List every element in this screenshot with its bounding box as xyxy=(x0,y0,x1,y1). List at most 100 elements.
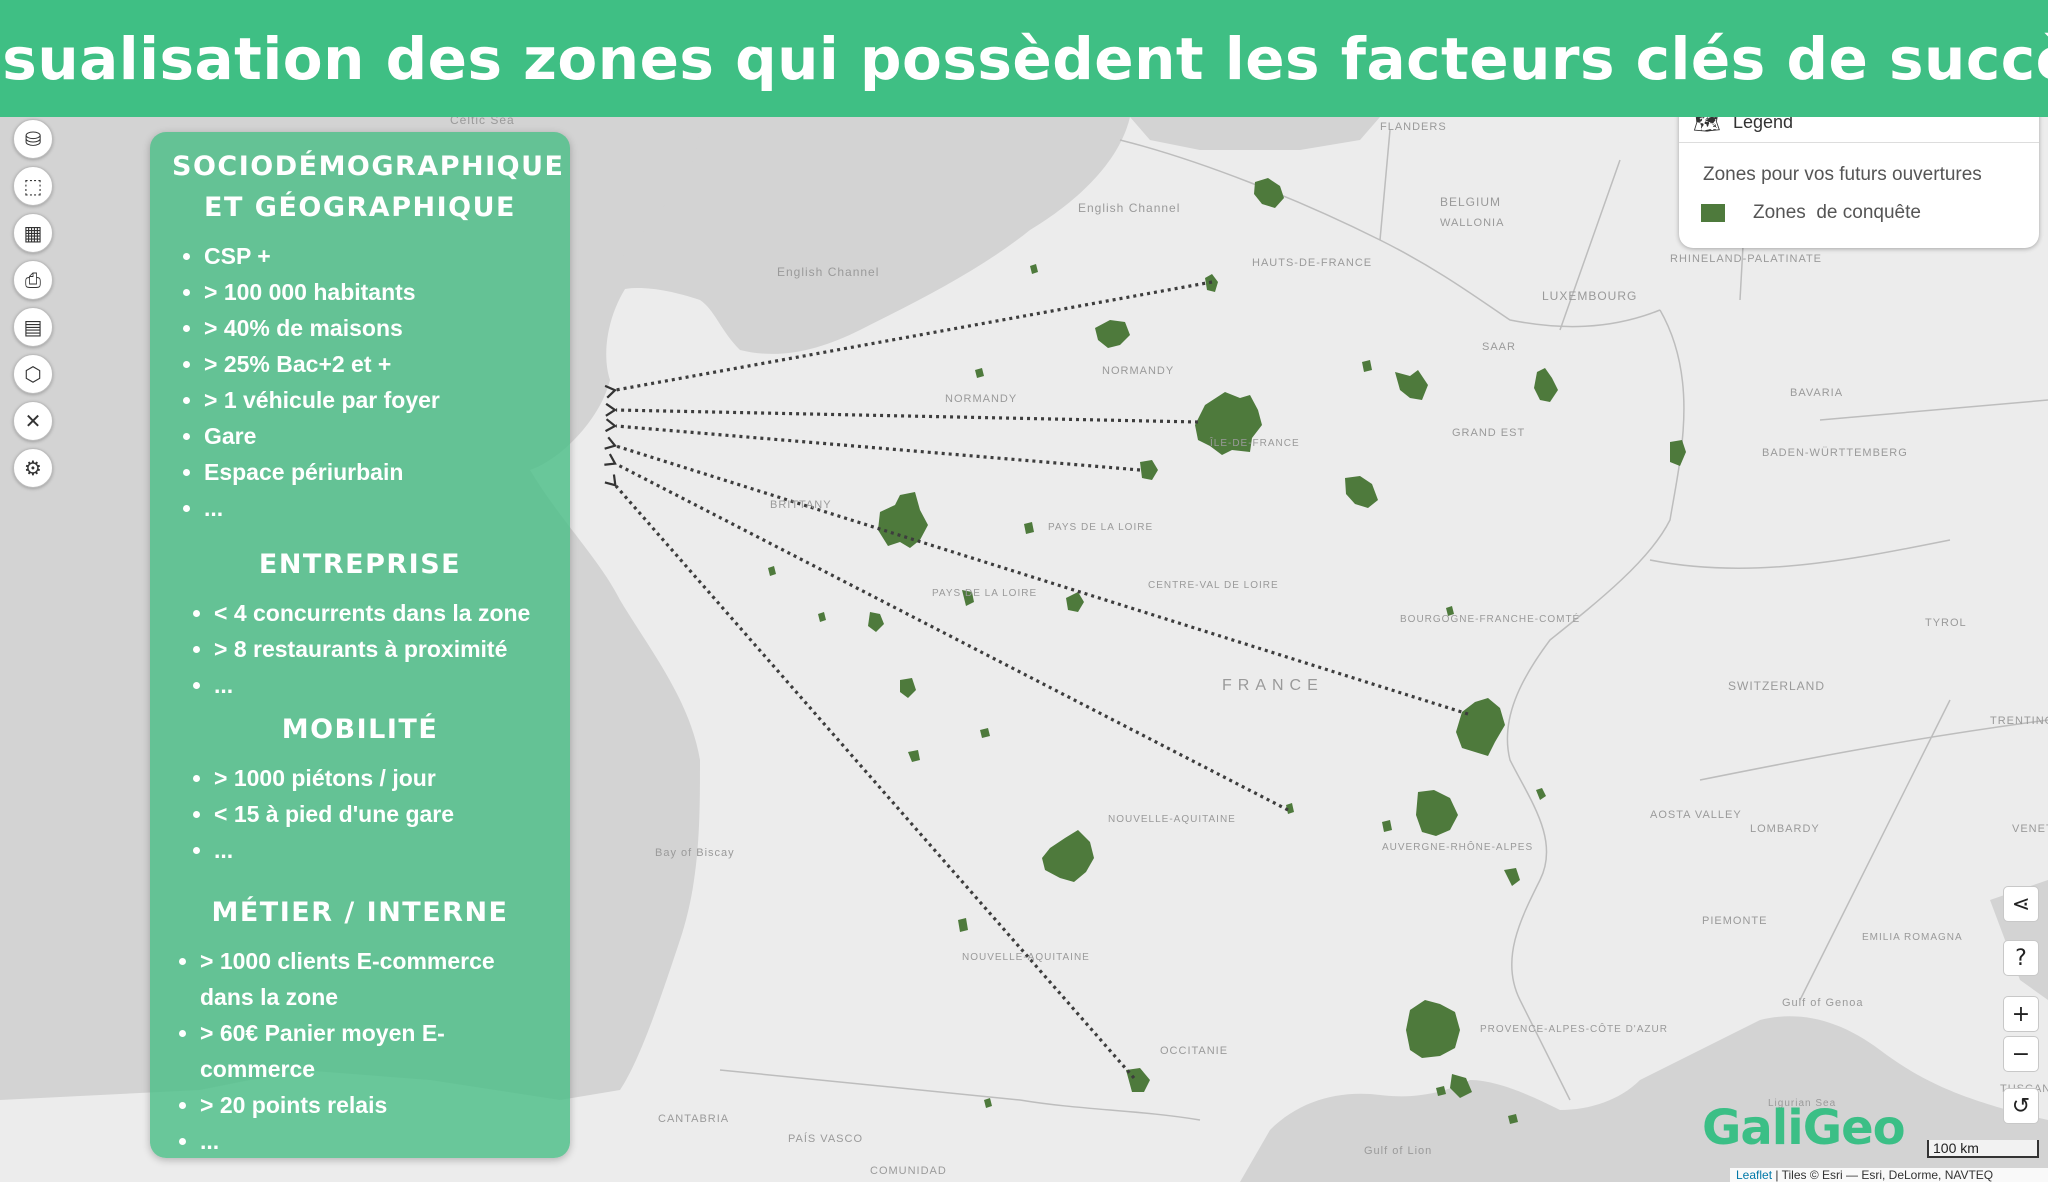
print-icon[interactable]: ⎙ xyxy=(13,260,53,300)
legend-panel: 🗺 Legend Zones pour vos futurs ouverture… xyxy=(1679,104,2039,248)
map-label: NOUVELLE-AQUITAINE xyxy=(1108,814,1236,825)
zone-laroche[interactable] xyxy=(900,678,916,698)
zone-nancy[interactable] xyxy=(1362,360,1372,372)
reset-icon: ↺ xyxy=(2011,1093,2031,1119)
zone-poitiers[interactable] xyxy=(908,750,920,762)
map-label: BOURGOGNE-FRANCHE-COMTÉ xyxy=(1400,612,1580,625)
map-toolbar: ≋ ⛁ ⬚ ▦ ⎙ ▤ ⬡ ✕ ⚙ xyxy=(13,86,53,495)
map-label: FRANCE xyxy=(1222,677,1324,694)
section-title: SOCIODÉMOGRAPHIQUE ET GÉOGRAPHIQUE xyxy=(172,151,565,223)
zone-le-mans[interactable] xyxy=(1024,522,1034,534)
legend-item-label: Zones de conquête xyxy=(1753,202,1921,223)
list-item: ... xyxy=(200,1123,548,1159)
map-label: Gulf of Lion xyxy=(1364,1145,1432,1157)
map-label: TRENTINO-ALTO ADIGE xyxy=(1990,715,2048,727)
list-item: CSP + xyxy=(204,238,548,274)
galigeo-logo: GaliGeo xyxy=(1702,1100,1906,1156)
map-label: OCCITANIE xyxy=(1160,1045,1228,1057)
zone-bordeaux[interactable] xyxy=(1042,830,1094,882)
zone-limoges[interactable] xyxy=(958,918,968,932)
map-label: BELGIUM xyxy=(1440,195,1501,209)
legend-item: Zones de conquête xyxy=(1701,202,1921,224)
zone-amiens[interactable] xyxy=(1030,264,1038,274)
zone-lille[interactable] xyxy=(1254,178,1284,208)
zone-montpellier[interactable] xyxy=(1450,1074,1472,1098)
map-label: PAYS DE LA LOIRE xyxy=(932,588,1037,599)
map-label: NORMANDY xyxy=(945,393,1017,405)
shield-settings-icon[interactable]: ⚙ xyxy=(13,448,53,488)
zone-mulhouse[interactable] xyxy=(1670,440,1686,466)
criteria-panel: SOCIODÉMOGRAPHIQUE ET GÉOGRAPHIQUE CSP +… xyxy=(150,132,570,1158)
zone-grenoble[interactable] xyxy=(1416,790,1458,836)
zone-marseille[interactable] xyxy=(1406,1000,1460,1058)
map-label: Ligurian Sea xyxy=(1768,1098,1836,1109)
film-icon[interactable]: ▤ xyxy=(13,307,53,347)
zone-strasbourg[interactable] xyxy=(1534,368,1558,402)
zone-annecy[interactable] xyxy=(1536,788,1546,800)
zone-brest[interactable] xyxy=(768,566,776,576)
zone-dijon[interactable] xyxy=(1446,606,1454,616)
list-item: > 8 restaurants à proximité xyxy=(214,631,548,667)
zone-nice[interactable] xyxy=(1504,868,1520,886)
reset-view-button[interactable]: ↺ xyxy=(2003,1088,2039,1124)
connection-arrows xyxy=(604,280,1469,1080)
zone-reims[interactable] xyxy=(1345,476,1378,508)
zone-perpignan[interactable] xyxy=(984,1098,992,1108)
zone-clermont[interactable] xyxy=(1286,803,1294,814)
tools-icon[interactable]: ✕ xyxy=(13,401,53,441)
list-item: > 1000 clients E-commerce dans la zone xyxy=(200,943,548,1015)
leaflet-link[interactable]: Leaflet xyxy=(1736,1168,1773,1182)
map-label: BADEN-WÜRTTEMBERG xyxy=(1762,447,1908,459)
list-item: > 1000 piétons / jour xyxy=(214,760,548,796)
map-label: CANTABRIA xyxy=(658,1113,729,1125)
list-item: > 60€ Panier moyen E-commerce xyxy=(200,1015,548,1087)
map-label: English Channel xyxy=(777,265,879,279)
legend-title: Legend xyxy=(1733,112,1794,132)
map-icon[interactable]: ▦ xyxy=(13,213,53,253)
map-label: FLANDERS xyxy=(1380,121,1447,133)
zone-orleans[interactable] xyxy=(1140,460,1158,480)
list-item: Espace périurbain xyxy=(204,454,548,490)
map-label: VENETO xyxy=(2012,823,2048,835)
list-item: < 4 concurrents dans la zone xyxy=(214,595,548,631)
zone-chalon[interactable] xyxy=(1436,1086,1446,1096)
zone-caen[interactable] xyxy=(975,368,984,378)
map-label: PIEMONTE xyxy=(1702,915,1767,927)
map-label: AOSTA VALLEY xyxy=(1650,809,1742,821)
conquest-zones[interactable] xyxy=(768,178,1686,1124)
share-icon: ⋖ xyxy=(2011,891,2031,917)
select-icon[interactable]: ⬚ xyxy=(13,166,53,206)
map-label: SAAR xyxy=(1482,341,1516,353)
zone-tours[interactable] xyxy=(1066,592,1084,612)
list-item: > 40% de maisons xyxy=(204,310,548,346)
map-label: GRAND EST xyxy=(1452,427,1525,439)
share-button[interactable]: ⋖ xyxy=(2003,886,2039,922)
hexagons-icon[interactable]: ⬡ xyxy=(13,354,53,394)
zone-paris[interactable] xyxy=(1195,392,1262,455)
zone-angouleme[interactable] xyxy=(980,728,990,738)
north-sea xyxy=(1130,117,1380,150)
zoom-in-button[interactable]: + xyxy=(2003,996,2039,1032)
zone-metz[interactable] xyxy=(1395,370,1428,400)
section-title: ENTREPRISE xyxy=(258,549,462,580)
help-button[interactable]: ? xyxy=(2003,940,2039,976)
list-item: > 20 points relais xyxy=(200,1087,548,1123)
list-item: ... xyxy=(204,490,548,526)
zone-avignon[interactable] xyxy=(1382,820,1392,832)
scale-bar: 100 km xyxy=(1927,1140,2039,1158)
map-label: NORMANDY xyxy=(1102,365,1174,377)
zone-rouen[interactable] xyxy=(1095,320,1130,348)
map-label: PAYS DE LA LOIRE xyxy=(1048,522,1153,533)
zone-toulouse[interactable] xyxy=(1126,1068,1150,1092)
zone-nantes[interactable] xyxy=(868,612,884,632)
zone-angers[interactable] xyxy=(962,590,974,606)
list-item: < 15 à pied d'une gare xyxy=(214,796,548,832)
database-globe-icon[interactable]: ⛁ xyxy=(13,119,53,159)
zone-vannes[interactable] xyxy=(818,612,826,622)
list-item: > 100 000 habitants xyxy=(204,274,548,310)
map-label: CENTRE-VAL DE LOIRE xyxy=(1148,580,1279,591)
zoom-out-button[interactable]: − xyxy=(2003,1036,2039,1072)
map-label: TYROL xyxy=(1925,617,1967,629)
list-item: > 1 véhicule par foyer xyxy=(204,382,548,418)
zone-toulon[interactable] xyxy=(1508,1114,1518,1124)
